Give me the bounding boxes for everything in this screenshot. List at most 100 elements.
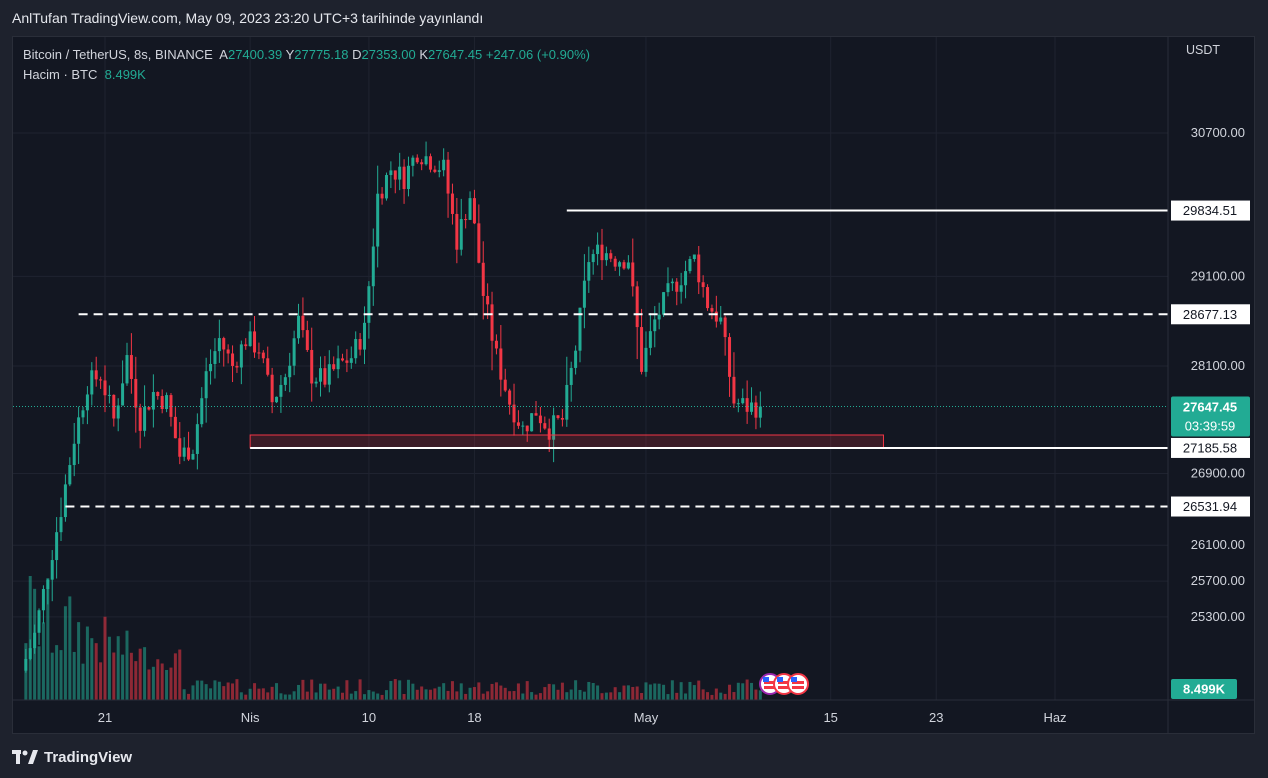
candle-body xyxy=(143,407,147,431)
volume-bar xyxy=(226,682,230,700)
price-chart[interactable]: 30700.00 29100.00 28100.00 26900.00 26100.00… xyxy=(13,37,1254,733)
candle-body xyxy=(455,213,459,250)
volume-bar xyxy=(613,687,617,700)
candle-body xyxy=(543,423,547,429)
volume-bar xyxy=(666,694,670,700)
volume-bar xyxy=(204,684,208,700)
volume-bar xyxy=(543,687,547,700)
candle-body xyxy=(675,281,679,292)
volume-bar xyxy=(200,680,204,700)
candle-body xyxy=(77,417,81,444)
volume-bar xyxy=(129,652,133,700)
candle-body xyxy=(402,166,406,190)
volume-bar xyxy=(459,683,463,700)
candle-body xyxy=(222,338,226,350)
x-tick-label: 23 xyxy=(929,710,943,725)
volume-badge xyxy=(1171,679,1237,699)
x-tick-label: 15 xyxy=(823,710,837,725)
volume-bar xyxy=(160,663,164,700)
candle-body xyxy=(538,415,542,424)
volume-bar xyxy=(508,691,512,700)
candle-body xyxy=(754,402,758,418)
candles xyxy=(24,141,762,673)
plot-area xyxy=(13,141,1168,700)
candle-body xyxy=(319,368,323,382)
volume-bar xyxy=(516,683,520,700)
candle-body xyxy=(481,262,485,296)
candle-body xyxy=(169,395,173,417)
candle-body xyxy=(24,658,28,671)
volume-bar xyxy=(138,648,142,700)
candle-body xyxy=(28,648,32,659)
close-label: K xyxy=(419,47,429,62)
candle-body xyxy=(301,315,305,331)
candle-body xyxy=(728,337,732,377)
volume-bar xyxy=(125,630,129,700)
candle-body xyxy=(138,407,142,431)
candle-body xyxy=(710,308,714,312)
volume-bar xyxy=(728,684,732,700)
candle-body xyxy=(635,286,639,328)
volume-bar xyxy=(446,690,450,700)
candle-body xyxy=(398,166,402,180)
candle-body xyxy=(472,198,476,224)
candle-body xyxy=(46,579,50,590)
x-tick-label: 18 xyxy=(467,710,481,725)
legend: Bitcoin / TetherUS, 8s, BINANCE A27400.3… xyxy=(23,45,590,85)
candle-body xyxy=(244,344,248,347)
candle-body xyxy=(55,532,59,561)
volume-bar xyxy=(486,691,490,700)
volume-bar xyxy=(169,667,173,700)
volume-bar xyxy=(538,693,542,700)
us-flag-canton xyxy=(777,677,783,682)
volume-bar xyxy=(670,680,674,700)
volume-bar xyxy=(455,691,459,700)
volume-bar xyxy=(521,693,525,700)
volume-bar xyxy=(587,681,591,700)
chart-panel[interactable]: 30700.00 29100.00 28100.00 26900.00 26100.00… xyxy=(12,36,1255,734)
volume-bar xyxy=(622,685,626,700)
candle-body xyxy=(257,352,261,354)
volume-bar xyxy=(547,683,551,700)
candle-body xyxy=(362,322,366,350)
volume-bar xyxy=(257,688,261,700)
candle-body xyxy=(582,280,586,308)
price-label-text: 26531.94 xyxy=(1183,499,1237,514)
volume-bar xyxy=(706,692,710,700)
candle-body xyxy=(534,413,538,416)
candle-body xyxy=(393,170,397,180)
candle-body xyxy=(547,428,551,440)
candle-body xyxy=(679,285,683,292)
candle-body xyxy=(376,193,380,247)
candle-body xyxy=(736,403,740,405)
candle-body xyxy=(701,282,705,288)
volume-bar xyxy=(292,691,296,700)
volume-bar xyxy=(275,683,279,700)
us-flag-canton xyxy=(791,677,797,682)
candle-body xyxy=(358,339,362,350)
support-zone xyxy=(249,434,884,449)
currency-label[interactable]: USDT xyxy=(1185,43,1220,57)
volume-bar xyxy=(248,688,252,700)
y-tick-label: 26100.00 xyxy=(1191,537,1245,552)
candle-body xyxy=(68,465,72,485)
candle-body xyxy=(323,368,327,385)
candle-body xyxy=(209,363,213,372)
low-label: D xyxy=(352,47,362,62)
volume-bar xyxy=(314,692,318,700)
candle-body xyxy=(121,383,125,406)
x-tick-label: Nis xyxy=(241,710,260,725)
symbol-title[interactable]: Bitcoin / TetherUS, 8s, BINANCE xyxy=(23,47,213,62)
volume-bar xyxy=(354,691,358,700)
candle-body xyxy=(151,392,155,410)
volume-bar xyxy=(367,690,371,700)
time-axis: 21 Nis 10 18 May 15 23 Haz xyxy=(13,699,1254,725)
candle-body xyxy=(657,314,661,320)
candle-body xyxy=(160,396,164,410)
volume-bar xyxy=(231,683,235,700)
volume-bar xyxy=(402,693,406,700)
candle-body xyxy=(239,344,243,368)
publish-info: AnlTufan TradingView.com, May 09, 2023 2… xyxy=(12,10,484,26)
volume-label[interactable]: Hacim · BTC xyxy=(23,67,98,82)
candle-body xyxy=(428,156,432,170)
